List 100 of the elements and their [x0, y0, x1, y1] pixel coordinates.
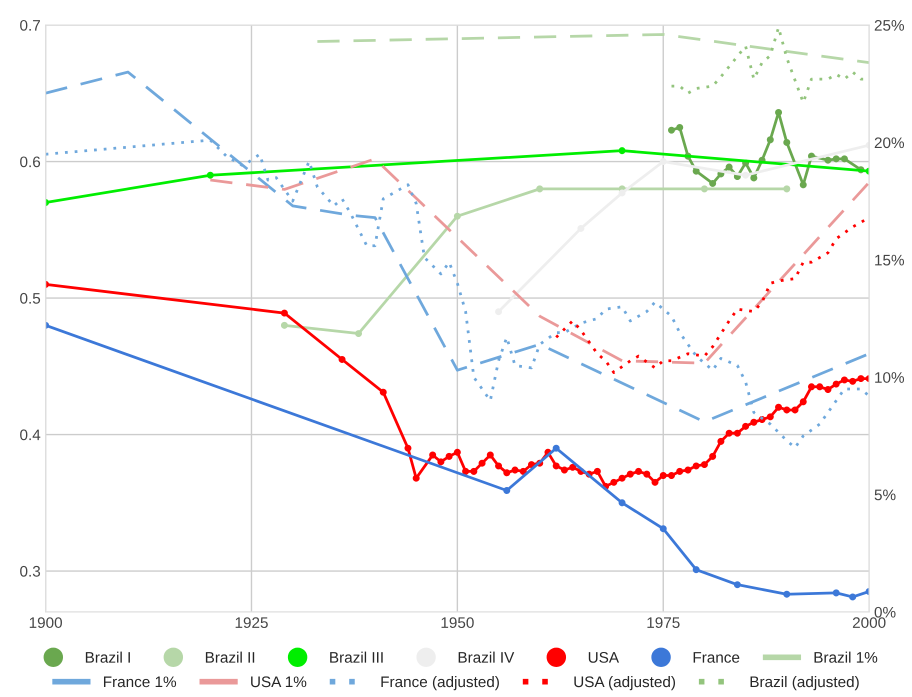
x-tick-label: 1975 — [647, 617, 680, 628]
point — [610, 478, 618, 486]
legend-label: Brazil (adjusted) — [750, 676, 859, 690]
line-series — [208, 158, 870, 365]
y2-tick-label: 5% — [874, 490, 896, 500]
point — [832, 155, 840, 162]
point — [742, 422, 750, 430]
point — [783, 590, 790, 598]
point — [470, 468, 478, 475]
point — [775, 404, 782, 411]
point — [775, 108, 782, 116]
point — [338, 356, 346, 363]
legend-label: USA — [588, 652, 620, 663]
point — [800, 181, 807, 188]
point — [446, 452, 453, 460]
point — [734, 581, 741, 588]
y-tick-label: 0.7 — [20, 20, 40, 31]
point — [824, 386, 832, 393]
point — [742, 172, 750, 179]
point — [750, 418, 758, 426]
point — [676, 468, 684, 475]
point — [700, 461, 708, 468]
point — [783, 138, 790, 146]
point — [668, 472, 675, 479]
x-tick-label: 1900 — [30, 617, 62, 628]
point — [709, 180, 716, 187]
point — [660, 158, 667, 166]
point — [380, 388, 387, 396]
point — [618, 189, 626, 196]
point — [676, 124, 684, 131]
point — [734, 430, 741, 437]
point — [429, 452, 436, 458]
point — [840, 155, 848, 162]
x-tick-label: 1950 — [442, 617, 474, 628]
point — [726, 164, 733, 171]
point — [560, 466, 568, 474]
point — [626, 470, 634, 478]
point — [404, 444, 412, 452]
point — [832, 380, 840, 388]
point — [692, 168, 700, 175]
point — [824, 156, 832, 164]
point — [280, 310, 288, 317]
point — [726, 430, 733, 437]
point — [800, 398, 807, 406]
point — [717, 438, 724, 445]
point — [692, 566, 700, 574]
legend-label: Brazil III — [330, 652, 383, 663]
x-tick-label: 1925 — [236, 617, 268, 628]
point — [750, 174, 758, 182]
point — [783, 406, 790, 414]
y2-tick-label: 20% — [874, 137, 904, 148]
legend-label: USA 1% — [251, 676, 306, 688]
point — [512, 466, 518, 474]
y-tick-label: 0.6 — [20, 156, 40, 168]
legend-label: Brazil I — [86, 652, 130, 663]
y2-tick-label: 0% — [874, 606, 896, 618]
point — [668, 126, 675, 134]
point — [355, 330, 362, 338]
point — [660, 472, 667, 479]
y2-tick-label: 10% — [875, 372, 904, 383]
point — [652, 478, 658, 486]
point — [660, 525, 667, 532]
y2-tick-label: 25% — [874, 20, 904, 31]
point — [792, 406, 798, 414]
point — [766, 136, 774, 144]
y-tick-label: 0.5 — [20, 292, 40, 304]
legend-label: Brazil 1% — [814, 652, 878, 663]
point — [692, 462, 700, 470]
point — [709, 452, 716, 460]
point — [618, 499, 626, 506]
point — [849, 593, 856, 600]
point — [618, 474, 626, 482]
point — [840, 376, 848, 384]
point — [808, 383, 815, 390]
point — [643, 470, 650, 478]
point — [552, 462, 560, 470]
point — [635, 468, 642, 475]
legend-label: Brazil IV — [458, 652, 514, 663]
point — [437, 458, 444, 466]
point — [536, 185, 544, 192]
y2-tick-label: 15% — [875, 254, 904, 266]
legend-label: France (adjusted) — [381, 676, 499, 690]
point — [412, 474, 420, 482]
point — [280, 322, 288, 329]
point — [454, 212, 461, 220]
y-tick-label: 0.4 — [20, 429, 40, 440]
legend-label: France 1% — [104, 676, 176, 688]
point — [454, 448, 461, 456]
point — [832, 589, 840, 596]
point — [495, 462, 502, 470]
point — [569, 464, 576, 471]
point — [816, 383, 824, 390]
point — [684, 466, 692, 474]
point — [849, 378, 856, 385]
legend-label: Brazil II — [206, 652, 254, 663]
point — [783, 185, 790, 192]
point — [766, 413, 774, 420]
point — [700, 185, 708, 192]
point — [478, 460, 486, 467]
y-tick-label: 0.3 — [20, 566, 40, 577]
